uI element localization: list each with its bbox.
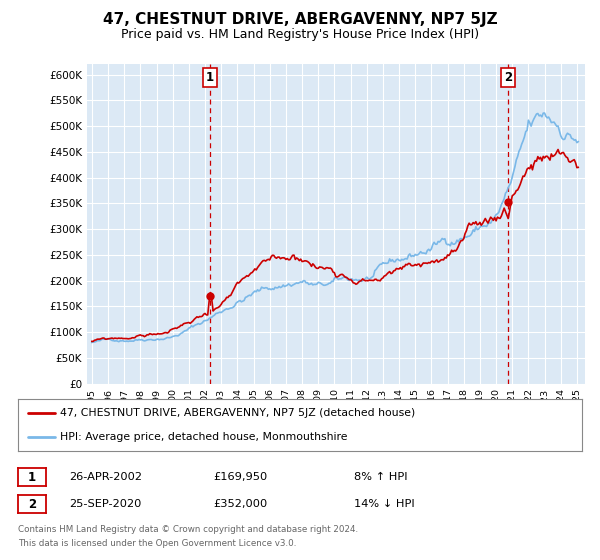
Text: 47, CHESTNUT DRIVE, ABERGAVENNY, NP7 5JZ (detached house): 47, CHESTNUT DRIVE, ABERGAVENNY, NP7 5JZ… xyxy=(60,408,416,418)
Text: 25-SEP-2020: 25-SEP-2020 xyxy=(69,499,142,509)
Text: 26-APR-2002: 26-APR-2002 xyxy=(69,472,142,482)
Text: 1: 1 xyxy=(206,71,214,84)
Text: 8% ↑ HPI: 8% ↑ HPI xyxy=(354,472,407,482)
Text: 2: 2 xyxy=(28,497,36,511)
Text: Contains HM Land Registry data © Crown copyright and database right 2024.: Contains HM Land Registry data © Crown c… xyxy=(18,525,358,534)
Text: 14% ↓ HPI: 14% ↓ HPI xyxy=(354,499,415,509)
Text: This data is licensed under the Open Government Licence v3.0.: This data is licensed under the Open Gov… xyxy=(18,539,296,548)
Text: £169,950: £169,950 xyxy=(213,472,267,482)
Text: Price paid vs. HM Land Registry's House Price Index (HPI): Price paid vs. HM Land Registry's House … xyxy=(121,28,479,41)
Text: HPI: Average price, detached house, Monmouthshire: HPI: Average price, detached house, Monm… xyxy=(60,432,348,442)
Text: £352,000: £352,000 xyxy=(213,499,267,509)
Text: 1: 1 xyxy=(28,470,36,484)
Text: 47, CHESTNUT DRIVE, ABERGAVENNY, NP7 5JZ: 47, CHESTNUT DRIVE, ABERGAVENNY, NP7 5JZ xyxy=(103,12,497,27)
Text: 2: 2 xyxy=(504,71,512,84)
